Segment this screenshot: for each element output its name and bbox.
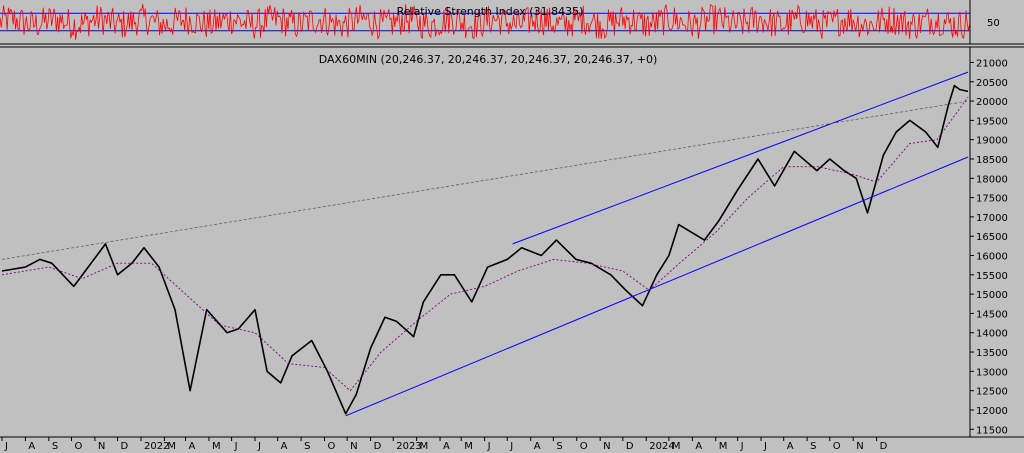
price-y-tick-label: 19500 bbox=[976, 116, 1008, 127]
price-y-tick-label: 11500 bbox=[976, 425, 1008, 436]
x-tick-label: S bbox=[810, 441, 816, 452]
rsi-title: Relative Strength Index (31.8435) bbox=[397, 5, 584, 18]
price-y-tick-label: 15000 bbox=[976, 290, 1008, 301]
price-y-tick-label: 14500 bbox=[976, 309, 1008, 320]
x-tick-label: J bbox=[509, 441, 513, 452]
x-tick-label: A bbox=[787, 441, 794, 452]
moving-average-line bbox=[1, 96, 969, 392]
price-y-tick-label: 13500 bbox=[976, 348, 1008, 359]
x-tick-label: N bbox=[350, 441, 357, 452]
x-tick-label: N bbox=[603, 441, 610, 452]
x-tick-label: A bbox=[695, 441, 702, 452]
x-tick-label: 2023 bbox=[396, 441, 421, 452]
price-y-tick-label: 16500 bbox=[976, 232, 1008, 243]
x-tick-label: O bbox=[580, 441, 588, 452]
long-term-trendline bbox=[1, 100, 969, 260]
price-y-tick-label: 19000 bbox=[976, 136, 1008, 147]
price-series-layer bbox=[1, 71, 969, 417]
x-tick-label: J bbox=[740, 441, 744, 452]
x-tick-label: O bbox=[74, 441, 82, 452]
price-y-tick-label: 14000 bbox=[976, 329, 1008, 340]
price-y-tick-label: 21000 bbox=[976, 58, 1008, 69]
x-tick-label: A bbox=[281, 441, 288, 452]
price-y-tick-label: 17000 bbox=[976, 213, 1008, 224]
x-tick-label: O bbox=[833, 441, 841, 452]
x-tick-label: 2022 bbox=[144, 441, 169, 452]
x-tick-label: M bbox=[672, 441, 681, 452]
upper-trendline bbox=[512, 71, 969, 245]
price-y-tick-label: 15500 bbox=[976, 271, 1008, 282]
x-tick-label: J bbox=[4, 441, 8, 452]
x-tick-label: D bbox=[374, 441, 382, 452]
price-panel: DAX60MIN (20,246.37, 20,246.37, 20,246.3… bbox=[0, 47, 1024, 452]
x-tick-label: S bbox=[304, 441, 310, 452]
rsi-y-ticks: 50 bbox=[987, 18, 1000, 29]
price-y-tick-label: 12500 bbox=[976, 387, 1008, 398]
price-y-ticks: 11500 12000 12500 13000 13500 14000 14500 15000… bbox=[970, 58, 1008, 436]
x-tick-label: J bbox=[763, 441, 767, 452]
lower-trendline bbox=[345, 156, 969, 417]
x-tick-label: O bbox=[328, 441, 336, 452]
x-tick-label: M bbox=[212, 441, 221, 452]
price-y-tick-label: 17500 bbox=[976, 194, 1008, 205]
price-y-tick-label: 13000 bbox=[976, 367, 1008, 378]
price-title: DAX60MIN (20,246.37, 20,246.37, 20,246.3… bbox=[319, 53, 658, 66]
x-tick-label: M bbox=[719, 441, 728, 452]
x-tick-label: D bbox=[880, 441, 888, 452]
x-tick-label: J bbox=[234, 441, 238, 452]
rsi-y-tick-label: 50 bbox=[987, 18, 1000, 29]
price-line bbox=[1, 84, 969, 415]
x-tick-label: S bbox=[556, 441, 562, 452]
price-y-tick-label: 18000 bbox=[976, 174, 1008, 185]
price-y-tick-label: 16000 bbox=[976, 252, 1008, 263]
price-y-tick-label: 18500 bbox=[976, 155, 1008, 166]
rsi-line bbox=[0, 3, 970, 41]
price-y-tick-label: 20000 bbox=[976, 97, 1008, 108]
x-tick-label: D bbox=[626, 441, 634, 452]
x-tick-label: A bbox=[443, 441, 450, 452]
x-tick-label: M bbox=[167, 441, 176, 452]
x-tick-label: J bbox=[487, 441, 491, 452]
price-y-tick-label: 12000 bbox=[976, 406, 1008, 417]
rsi-panel: 50 Relative Strength Index (31.8435) bbox=[0, 0, 1024, 48]
x-tick-label: M bbox=[420, 441, 429, 452]
x-tick-label: N bbox=[98, 441, 105, 452]
x-tick-label: 2024 bbox=[649, 441, 674, 452]
x-tick-label: J bbox=[257, 441, 261, 452]
x-tick-label: A bbox=[189, 441, 196, 452]
x-tick-label: N bbox=[856, 441, 863, 452]
rsi-series bbox=[0, 3, 970, 41]
price-y-tick-label: 20500 bbox=[976, 78, 1008, 89]
x-tick-label: M bbox=[464, 441, 473, 452]
x-tick-label: A bbox=[534, 441, 541, 452]
x-tick-label: A bbox=[28, 441, 35, 452]
x-tick-label: S bbox=[52, 441, 58, 452]
x-tick-label: D bbox=[121, 441, 129, 452]
